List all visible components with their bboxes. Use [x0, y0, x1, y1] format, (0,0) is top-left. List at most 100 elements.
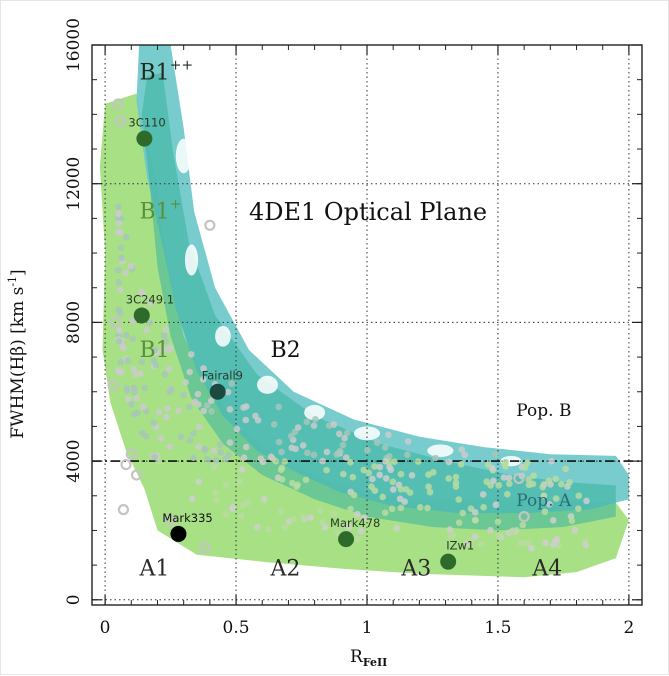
data-point	[163, 413, 171, 421]
data-point	[571, 526, 579, 534]
data-point	[252, 412, 259, 420]
x-tick-label: 2	[623, 618, 634, 638]
data-point	[472, 516, 479, 524]
data-point	[343, 429, 351, 437]
data-point	[281, 523, 289, 531]
contour-gap	[427, 444, 454, 457]
data-point	[519, 521, 527, 529]
data-point	[302, 476, 310, 484]
data-point	[226, 405, 234, 413]
data-point	[294, 424, 302, 431]
bin-label-main: A4	[531, 557, 562, 582]
data-point	[323, 448, 331, 456]
data-point	[545, 477, 553, 485]
data-point	[494, 518, 502, 525]
data-point	[347, 459, 354, 466]
data-point	[146, 319, 154, 327]
data-point	[483, 478, 490, 485]
data-point	[397, 470, 405, 478]
data-point	[152, 361, 160, 369]
data-point	[118, 254, 125, 262]
data-point	[376, 471, 383, 479]
data-point	[452, 479, 460, 487]
y-tick-label: 0	[64, 594, 84, 605]
data-point	[228, 380, 235, 387]
data-point	[114, 266, 122, 274]
data-point	[467, 537, 474, 545]
data-point	[323, 466, 330, 474]
named-source-label: Mark478	[330, 516, 380, 530]
data-point	[369, 475, 376, 483]
data-point	[159, 345, 167, 353]
data-point	[275, 438, 283, 446]
y-tick-label: 16000	[64, 18, 84, 72]
data-point-ring	[112, 98, 124, 110]
data-point	[500, 474, 508, 481]
bin-label: A4	[531, 557, 562, 582]
data-point	[480, 504, 487, 511]
data-point	[124, 357, 132, 364]
data-point	[506, 480, 513, 488]
chart-title: 4DE1 Optical Plane	[249, 198, 487, 226]
data-point	[354, 535, 362, 543]
data-point	[339, 441, 347, 449]
y-tick-label: 8000	[64, 301, 84, 344]
data-point	[194, 390, 202, 398]
data-point	[155, 458, 163, 465]
data-point-ring	[513, 472, 525, 485]
data-point	[138, 429, 146, 437]
data-point	[583, 497, 590, 505]
data-point	[275, 403, 283, 411]
y-tick-label: 12000	[64, 157, 84, 211]
data-point	[445, 475, 453, 482]
data-point	[115, 220, 123, 227]
data-point	[461, 451, 469, 459]
data-point	[130, 384, 138, 392]
data-point	[116, 327, 123, 334]
named-source-label: Mark335	[162, 511, 212, 525]
data-point	[335, 430, 343, 438]
data-point	[365, 469, 373, 477]
data-point	[116, 286, 124, 294]
bin-label-main: A3	[400, 557, 431, 582]
data-point	[455, 496, 462, 503]
data-point	[397, 486, 405, 493]
data-point	[447, 533, 455, 540]
data-point	[115, 338, 123, 345]
data-point	[575, 505, 582, 512]
data-point	[138, 358, 146, 366]
data-point	[161, 371, 169, 378]
data-point	[157, 434, 165, 442]
data-point	[134, 409, 141, 417]
bin-label-superscript: +	[170, 196, 182, 212]
x-axis-label: RFeII	[350, 647, 387, 669]
bin-label: B2	[270, 338, 300, 363]
data-point	[575, 492, 583, 499]
data-point	[242, 416, 250, 424]
data-point	[558, 480, 565, 488]
data-point	[224, 388, 232, 396]
data-point	[160, 332, 168, 339]
data-point	[552, 475, 559, 483]
data-point	[288, 444, 295, 452]
data-point	[525, 481, 533, 489]
named-source-point	[338, 531, 355, 548]
data-point	[115, 279, 123, 286]
data-point	[432, 454, 439, 462]
data-point	[236, 478, 243, 486]
data-point	[115, 203, 122, 211]
data-point	[277, 466, 285, 473]
data-point	[340, 470, 347, 478]
data-point-ring	[199, 542, 211, 554]
data-point	[191, 398, 199, 406]
data-point	[319, 519, 326, 526]
data-point	[381, 444, 389, 451]
named-source-label: 3C110	[128, 116, 165, 130]
data-point	[550, 541, 557, 549]
bin-label: B1+	[140, 196, 182, 224]
data-point	[310, 422, 318, 430]
data-point-ring	[117, 504, 130, 516]
data-point	[505, 474, 513, 482]
